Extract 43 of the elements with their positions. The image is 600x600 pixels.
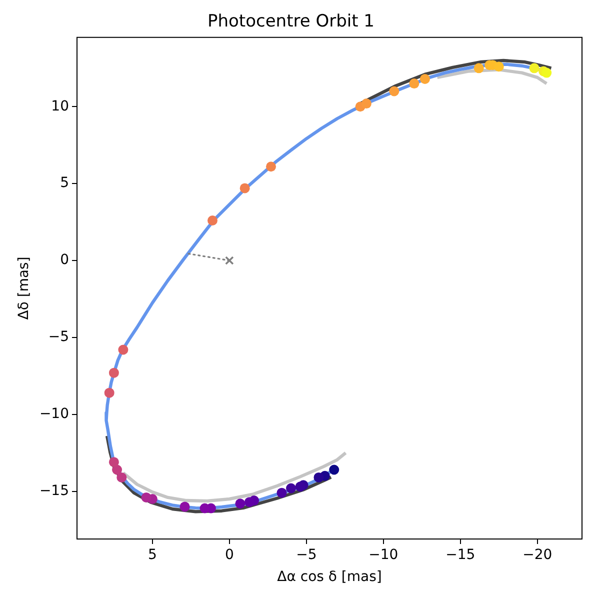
point bbox=[276, 488, 287, 498]
y-tick-label: 10 bbox=[51, 98, 69, 114]
point bbox=[207, 216, 218, 226]
x-tick-label: 0 bbox=[224, 547, 234, 564]
point bbox=[420, 74, 430, 84]
point bbox=[240, 183, 250, 194]
x-tick-label: −10 bbox=[368, 547, 398, 564]
point bbox=[180, 502, 190, 512]
point bbox=[286, 483, 296, 494]
point bbox=[118, 344, 128, 355]
y-tick-label: −10 bbox=[39, 406, 69, 422]
point bbox=[235, 498, 246, 509]
point bbox=[314, 472, 324, 482]
point bbox=[116, 472, 127, 482]
point bbox=[266, 162, 276, 172]
point bbox=[108, 457, 119, 468]
point bbox=[529, 63, 540, 74]
point bbox=[361, 98, 372, 109]
y-tick-label: −15 bbox=[39, 482, 69, 499]
y-tick-label: −5 bbox=[48, 329, 69, 346]
point bbox=[108, 368, 119, 378]
chart-title: Photocentre Orbit 1 bbox=[208, 12, 374, 32]
x-tick-label: −15 bbox=[446, 547, 476, 564]
x-tick-label: 5 bbox=[148, 547, 157, 564]
point bbox=[141, 492, 152, 502]
y-tick-label: 0 bbox=[60, 252, 69, 268]
point bbox=[329, 464, 340, 475]
y-axis-title: Δδ [mas] bbox=[16, 256, 32, 320]
point bbox=[474, 63, 484, 74]
point bbox=[409, 78, 420, 89]
point bbox=[200, 503, 210, 514]
x-tick-label: −5 bbox=[296, 547, 317, 564]
point bbox=[295, 482, 306, 492]
y-tick-label: 5 bbox=[60, 175, 69, 192]
x-tick-label: −20 bbox=[522, 547, 552, 564]
point bbox=[542, 68, 552, 78]
point bbox=[244, 497, 254, 508]
point bbox=[224, 256, 234, 265]
point bbox=[104, 388, 114, 398]
point bbox=[494, 62, 504, 72]
point bbox=[112, 464, 122, 475]
point bbox=[389, 86, 400, 96]
x-axis-title: Δα cos δ [mas] bbox=[277, 569, 382, 586]
